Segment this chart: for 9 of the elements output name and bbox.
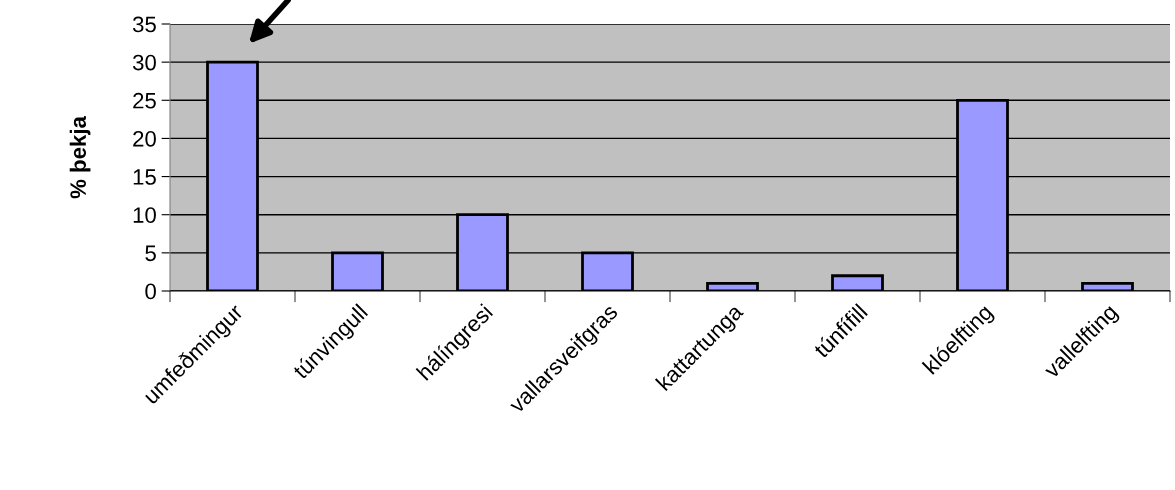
y-axis-title: % þekja bbox=[69, 115, 91, 199]
y-tick-label: 5 bbox=[145, 245, 156, 262]
y-tick-label: 10 bbox=[133, 207, 156, 223]
y-tick-label: 30 bbox=[132, 54, 156, 71]
y-tick-label: 0 bbox=[145, 283, 156, 300]
y-tick-label: 15 bbox=[133, 169, 156, 185]
y-tick-label: 35 bbox=[132, 16, 156, 33]
y-tick-label: 20 bbox=[133, 130, 156, 147]
y-tick-label: 25 bbox=[133, 92, 156, 109]
